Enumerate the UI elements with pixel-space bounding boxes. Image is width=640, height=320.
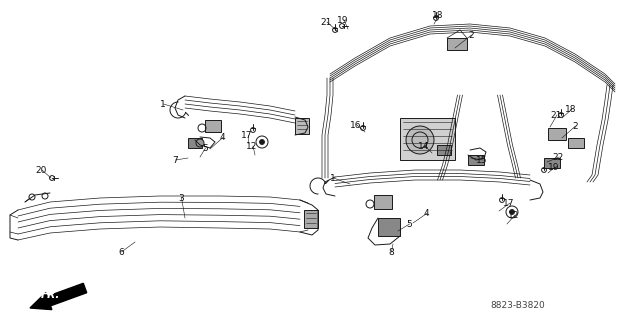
Text: 3: 3 bbox=[178, 194, 184, 203]
Text: 2: 2 bbox=[572, 122, 578, 131]
Text: 19: 19 bbox=[337, 15, 349, 25]
Bar bbox=[437, 145, 451, 155]
Circle shape bbox=[406, 126, 434, 154]
Text: 19: 19 bbox=[548, 163, 559, 172]
FancyArrow shape bbox=[30, 283, 86, 310]
Bar bbox=[374, 195, 392, 209]
Bar bbox=[447, 38, 467, 50]
Text: FR.: FR. bbox=[40, 290, 60, 300]
Text: 1: 1 bbox=[330, 173, 336, 182]
Circle shape bbox=[196, 139, 204, 147]
Bar bbox=[544, 158, 560, 168]
Text: 20: 20 bbox=[35, 165, 46, 174]
Bar bbox=[568, 138, 584, 148]
Text: 2: 2 bbox=[468, 30, 474, 39]
Text: 18: 18 bbox=[432, 11, 444, 20]
Bar bbox=[378, 218, 400, 236]
Text: 14: 14 bbox=[418, 141, 429, 150]
Text: 17: 17 bbox=[241, 131, 253, 140]
Text: 17: 17 bbox=[503, 198, 515, 207]
Bar bbox=[295, 118, 309, 134]
Text: 12: 12 bbox=[508, 211, 520, 220]
Text: 18: 18 bbox=[565, 105, 577, 114]
Text: 1: 1 bbox=[160, 100, 166, 108]
Bar bbox=[205, 120, 221, 132]
Text: 8823-B3820: 8823-B3820 bbox=[490, 301, 545, 310]
Circle shape bbox=[260, 140, 264, 144]
Bar bbox=[304, 210, 318, 228]
Text: 8: 8 bbox=[388, 247, 394, 257]
Text: 6: 6 bbox=[118, 247, 124, 257]
Text: 5: 5 bbox=[202, 143, 208, 153]
Text: 4: 4 bbox=[220, 132, 226, 141]
Bar bbox=[548, 128, 566, 140]
Text: 5: 5 bbox=[406, 220, 412, 228]
Bar bbox=[188, 138, 202, 148]
Text: 7: 7 bbox=[172, 156, 178, 164]
Bar bbox=[400, 118, 455, 160]
Text: 21: 21 bbox=[550, 110, 561, 119]
Text: 4: 4 bbox=[424, 209, 429, 218]
Circle shape bbox=[509, 210, 515, 214]
Text: 22: 22 bbox=[552, 153, 563, 162]
Text: 12: 12 bbox=[246, 141, 257, 150]
Bar bbox=[468, 155, 484, 165]
Text: 16: 16 bbox=[350, 121, 362, 130]
Text: 15: 15 bbox=[476, 156, 488, 164]
Text: 21: 21 bbox=[320, 18, 332, 27]
